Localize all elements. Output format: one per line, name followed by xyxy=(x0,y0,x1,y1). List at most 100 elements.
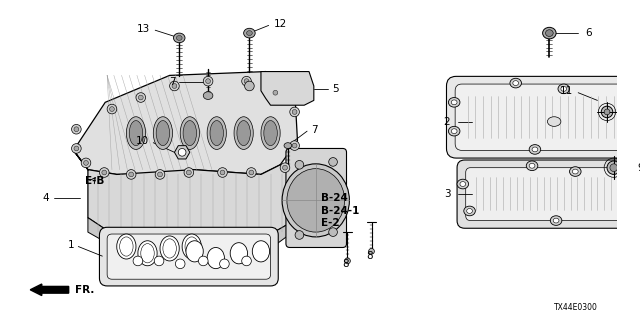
FancyBboxPatch shape xyxy=(99,227,278,286)
Ellipse shape xyxy=(237,121,250,146)
Ellipse shape xyxy=(252,241,269,262)
Polygon shape xyxy=(175,146,190,159)
Ellipse shape xyxy=(154,256,164,266)
Ellipse shape xyxy=(133,256,143,266)
Ellipse shape xyxy=(173,33,185,43)
Ellipse shape xyxy=(329,228,337,236)
FancyBboxPatch shape xyxy=(447,76,640,158)
Ellipse shape xyxy=(242,76,252,86)
Ellipse shape xyxy=(287,169,344,232)
Ellipse shape xyxy=(464,206,476,216)
Ellipse shape xyxy=(234,117,253,149)
Ellipse shape xyxy=(160,236,179,261)
Ellipse shape xyxy=(170,81,179,91)
Text: 1: 1 xyxy=(68,240,74,250)
Text: 10: 10 xyxy=(136,136,149,146)
Text: 8: 8 xyxy=(366,251,373,261)
Ellipse shape xyxy=(261,117,280,149)
Text: 4: 4 xyxy=(43,194,49,204)
Ellipse shape xyxy=(329,157,337,166)
Ellipse shape xyxy=(449,126,460,136)
Text: E-B: E-B xyxy=(85,176,104,186)
Polygon shape xyxy=(74,72,298,174)
FancyBboxPatch shape xyxy=(466,168,637,220)
Ellipse shape xyxy=(230,243,248,264)
Ellipse shape xyxy=(207,117,227,149)
Ellipse shape xyxy=(561,86,566,91)
Ellipse shape xyxy=(185,237,198,256)
Text: 7: 7 xyxy=(311,125,317,135)
Ellipse shape xyxy=(543,27,556,39)
Ellipse shape xyxy=(635,205,640,210)
Ellipse shape xyxy=(513,81,518,85)
Ellipse shape xyxy=(136,93,145,102)
Ellipse shape xyxy=(116,234,136,259)
Text: FR.: FR. xyxy=(76,285,95,295)
Polygon shape xyxy=(261,72,314,105)
Ellipse shape xyxy=(218,168,227,177)
Ellipse shape xyxy=(210,121,223,146)
Ellipse shape xyxy=(295,231,304,239)
Ellipse shape xyxy=(129,172,134,177)
Ellipse shape xyxy=(204,76,213,86)
Ellipse shape xyxy=(179,148,186,156)
Ellipse shape xyxy=(246,168,256,177)
Ellipse shape xyxy=(244,81,254,91)
Ellipse shape xyxy=(460,182,466,187)
Ellipse shape xyxy=(292,143,297,148)
Ellipse shape xyxy=(545,30,553,36)
Text: 5: 5 xyxy=(332,84,339,94)
FancyBboxPatch shape xyxy=(457,160,640,228)
Ellipse shape xyxy=(72,124,81,134)
Ellipse shape xyxy=(284,143,292,148)
Ellipse shape xyxy=(156,170,165,179)
Ellipse shape xyxy=(344,258,350,264)
Ellipse shape xyxy=(246,31,252,36)
Ellipse shape xyxy=(138,95,143,100)
Text: 11: 11 xyxy=(560,86,573,96)
Ellipse shape xyxy=(532,147,538,152)
Ellipse shape xyxy=(102,170,107,175)
Polygon shape xyxy=(88,218,300,248)
Ellipse shape xyxy=(99,168,109,177)
Ellipse shape xyxy=(633,178,639,183)
Ellipse shape xyxy=(529,145,541,154)
Ellipse shape xyxy=(184,168,194,177)
Ellipse shape xyxy=(186,170,191,175)
Text: 7: 7 xyxy=(169,77,175,87)
Ellipse shape xyxy=(510,78,522,88)
Ellipse shape xyxy=(264,121,277,146)
Ellipse shape xyxy=(526,161,538,171)
Ellipse shape xyxy=(283,165,287,170)
Ellipse shape xyxy=(280,163,290,172)
Ellipse shape xyxy=(292,109,297,114)
Ellipse shape xyxy=(630,175,640,185)
Ellipse shape xyxy=(295,161,304,169)
Ellipse shape xyxy=(207,247,225,268)
Ellipse shape xyxy=(290,107,300,117)
Ellipse shape xyxy=(84,161,88,165)
Ellipse shape xyxy=(249,170,253,175)
Ellipse shape xyxy=(369,248,374,254)
Ellipse shape xyxy=(271,88,280,98)
Polygon shape xyxy=(74,150,300,237)
Ellipse shape xyxy=(72,144,81,153)
Ellipse shape xyxy=(570,167,581,176)
Ellipse shape xyxy=(282,164,349,237)
FancyArrow shape xyxy=(30,284,68,296)
Ellipse shape xyxy=(630,97,636,102)
Ellipse shape xyxy=(74,127,79,132)
Ellipse shape xyxy=(126,117,145,149)
Ellipse shape xyxy=(627,122,639,131)
Ellipse shape xyxy=(449,98,460,107)
Ellipse shape xyxy=(601,106,613,118)
Ellipse shape xyxy=(107,104,116,114)
Ellipse shape xyxy=(154,117,173,149)
Ellipse shape xyxy=(205,79,211,84)
Ellipse shape xyxy=(163,239,177,258)
Ellipse shape xyxy=(547,117,561,126)
Ellipse shape xyxy=(604,109,610,115)
Ellipse shape xyxy=(138,241,157,266)
Text: E-2: E-2 xyxy=(321,219,339,228)
Ellipse shape xyxy=(607,161,621,174)
